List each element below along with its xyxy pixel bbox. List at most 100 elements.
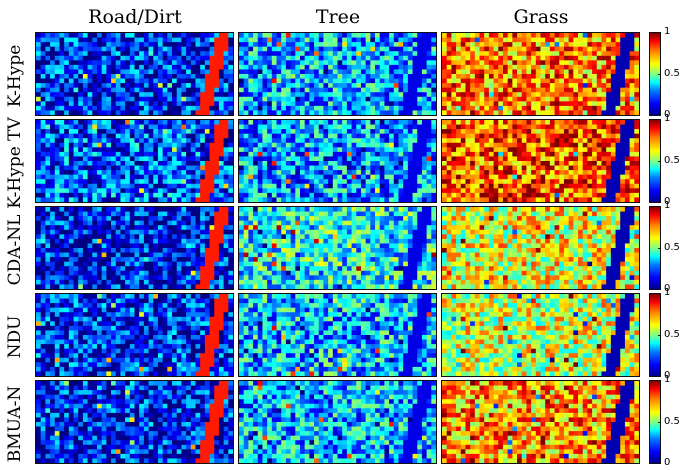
abundance-cell (517, 69, 522, 74)
abundance-cell (177, 156, 182, 161)
abundance-cell (616, 51, 621, 56)
abundance-cell (384, 161, 389, 166)
abundance-cell (319, 125, 324, 130)
abundance-cell (498, 184, 503, 189)
abundance-cell (262, 97, 267, 102)
abundance-cell (620, 188, 625, 193)
abundance-cell (253, 175, 258, 180)
abundance-cell (139, 230, 144, 235)
abundance-cell (630, 170, 635, 175)
abundance-cell (314, 110, 319, 115)
abundance-cell (262, 166, 267, 171)
abundance-cell (186, 216, 191, 221)
abundance-cell (555, 106, 560, 111)
abundance-cell (451, 152, 456, 157)
abundance-cell (116, 179, 121, 184)
abundance-cell (616, 120, 621, 125)
abundance-cell (447, 120, 452, 125)
abundance-cell (291, 125, 296, 130)
abundance-cell (172, 221, 177, 226)
abundance-cell (555, 152, 560, 157)
abundance-cell (83, 60, 88, 65)
abundance-cell (512, 74, 517, 79)
abundance-cell (78, 47, 83, 52)
abundance-cell (295, 92, 300, 97)
abundance-cell (413, 83, 418, 88)
abundance-cell (125, 161, 130, 166)
abundance-cell (219, 161, 224, 166)
abundance-cell (36, 175, 41, 180)
abundance-cell (106, 147, 111, 152)
abundance-cell (545, 188, 550, 193)
abundance-cell (597, 166, 602, 171)
abundance-cell (253, 74, 258, 79)
abundance-cell (41, 253, 46, 258)
abundance-cell (262, 92, 267, 97)
abundance-cell (125, 92, 130, 97)
abundance-cell (106, 188, 111, 193)
abundance-cell (480, 156, 485, 161)
abundance-cell (461, 147, 466, 152)
abundance-cell (494, 161, 499, 166)
abundance-cell (295, 170, 300, 175)
abundance-cell (475, 129, 480, 134)
abundance-cell (314, 69, 319, 74)
abundance-cell (200, 193, 205, 198)
abundance-cell (620, 152, 625, 157)
abundance-cell (413, 152, 418, 157)
abundance-cell (456, 92, 461, 97)
abundance-cell (258, 166, 263, 171)
abundance-cell (380, 166, 385, 171)
abundance-cell (356, 74, 361, 79)
abundance-cell (569, 56, 574, 61)
abundance-cell (139, 239, 144, 244)
abundance-cell (116, 243, 121, 248)
abundance-cell (413, 161, 418, 166)
abundance-cell (342, 193, 347, 198)
abundance-cell (309, 97, 314, 102)
abundance-cell (88, 197, 93, 202)
abundance-cell (163, 248, 168, 253)
abundance-cell (389, 184, 394, 189)
abundance-cell (92, 60, 97, 65)
abundance-cell (512, 33, 517, 38)
abundance-cell (323, 88, 328, 93)
abundance-cell (163, 65, 168, 70)
abundance-cell (489, 134, 494, 139)
abundance-cell (634, 79, 639, 84)
abundance-cell (328, 38, 333, 43)
abundance-cell (512, 143, 517, 148)
abundance-cell (512, 193, 517, 198)
abundance-cell (69, 134, 74, 139)
abundance-cell (314, 193, 319, 198)
abundance-cell (88, 33, 93, 38)
abundance-cell (200, 207, 205, 212)
abundance-cell (153, 216, 158, 221)
abundance-cell (427, 156, 432, 161)
abundance-cell (111, 79, 116, 84)
abundance-cell (144, 156, 149, 161)
abundance-cell (606, 179, 611, 184)
abundance-cell (248, 56, 253, 61)
abundance-cell (526, 179, 531, 184)
abundance-cell (125, 134, 130, 139)
abundance-cell (69, 147, 74, 152)
abundance-cell (408, 152, 413, 157)
abundance-cell (210, 106, 215, 111)
abundance-cell (564, 188, 569, 193)
abundance-cell (536, 47, 541, 52)
abundance-cell (149, 110, 154, 115)
abundance-cell (163, 38, 168, 43)
abundance-cell (158, 188, 163, 193)
abundance-cell (64, 225, 69, 230)
abundance-cell (286, 79, 291, 84)
abundance-cell (531, 152, 536, 157)
abundance-cell (564, 38, 569, 43)
abundance-cell (503, 170, 508, 175)
abundance-cell (389, 74, 394, 79)
abundance-cell (83, 79, 88, 84)
abundance-cell (634, 129, 639, 134)
abundance-cell (191, 234, 196, 239)
abundance-cell (456, 129, 461, 134)
abundance-cell (59, 170, 64, 175)
